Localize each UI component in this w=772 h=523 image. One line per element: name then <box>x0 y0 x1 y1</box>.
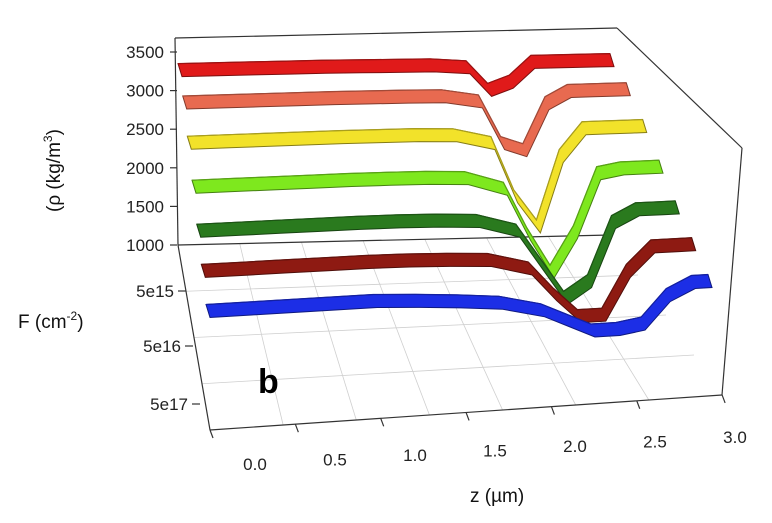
ribbon-series-5 <box>196 200 680 305</box>
frame-top-right <box>616 27 743 149</box>
f-tick-label: 5e15 <box>136 282 174 301</box>
ribbon-top-edge <box>201 237 692 311</box>
frame-top-back <box>174 27 618 39</box>
ribbon-top-edge <box>191 159 660 267</box>
z-tick-label: 1.5 <box>483 442 507 461</box>
z-tick-label: 2.0 <box>563 437 587 456</box>
z-tick-mark <box>209 429 214 439</box>
z-tick-mark <box>380 418 385 427</box>
frame-left-vertical <box>174 37 179 246</box>
ribbon-series-7 <box>205 273 713 338</box>
ribbon-series-3 <box>186 118 648 234</box>
ribbon-series-2 <box>182 82 631 158</box>
z-tick-mark <box>294 423 299 433</box>
frame-back-base <box>177 234 611 246</box>
z-tick-label: 1.0 <box>403 446 427 465</box>
f-tick-label: 5e17 <box>150 395 188 414</box>
z-tick-mark <box>721 394 726 404</box>
z-axis-ticks: 0.0 0.5 1.0 1.5 2.0 2.5 3.0 <box>209 394 747 474</box>
frame-floor-left <box>177 244 211 431</box>
z-axis-title: z (µm) <box>470 486 524 507</box>
ribbon-series-4 <box>191 159 664 280</box>
ribbon-top-edge <box>205 273 709 325</box>
z-tick-label: 2.5 <box>643 433 667 452</box>
z-tick-mark <box>636 400 641 409</box>
z-tick-mark <box>550 406 555 415</box>
rho-tick-label: 2500 <box>126 120 164 139</box>
rho-tick-label: 2000 <box>126 159 164 178</box>
floor-grid-line <box>185 274 639 292</box>
rho-axis-ticks: 3500 3000 2500 2000 1500 1000 <box>126 43 177 255</box>
f-axis-title: F (cm-2) <box>18 309 84 333</box>
z-tick-label: 3.0 <box>723 428 747 447</box>
ribbon-top-edge <box>187 118 643 222</box>
ribbon-top-edge <box>196 200 676 293</box>
ribbon-top-edge <box>177 53 611 85</box>
ribbon-series-6 <box>200 237 697 324</box>
rho-tick-label: 1500 <box>126 197 164 216</box>
z-tick-label: 0.0 <box>243 455 267 474</box>
floor-grid-line <box>201 354 695 385</box>
rho-axis-title: (ρ (kg/m3) <box>41 129 65 212</box>
ribbon-top-edge <box>182 82 627 145</box>
rho-tick-label: 1000 <box>126 236 164 255</box>
ribbon-series-1 <box>177 53 615 97</box>
z-tick-label: 0.5 <box>323 451 347 470</box>
frame-right-vertical <box>721 147 743 396</box>
f-tick-label: 5e16 <box>143 337 181 356</box>
rho-tick-label: 3000 <box>126 82 164 101</box>
f-axis-ticks: 5e15 5e16 5e17 <box>136 282 200 414</box>
floor-grid <box>185 236 695 426</box>
ribbon-series-group <box>177 53 713 338</box>
z-tick-mark <box>465 412 470 421</box>
rho-tick-label: 3500 <box>126 43 164 62</box>
panel-label: b <box>258 363 279 401</box>
